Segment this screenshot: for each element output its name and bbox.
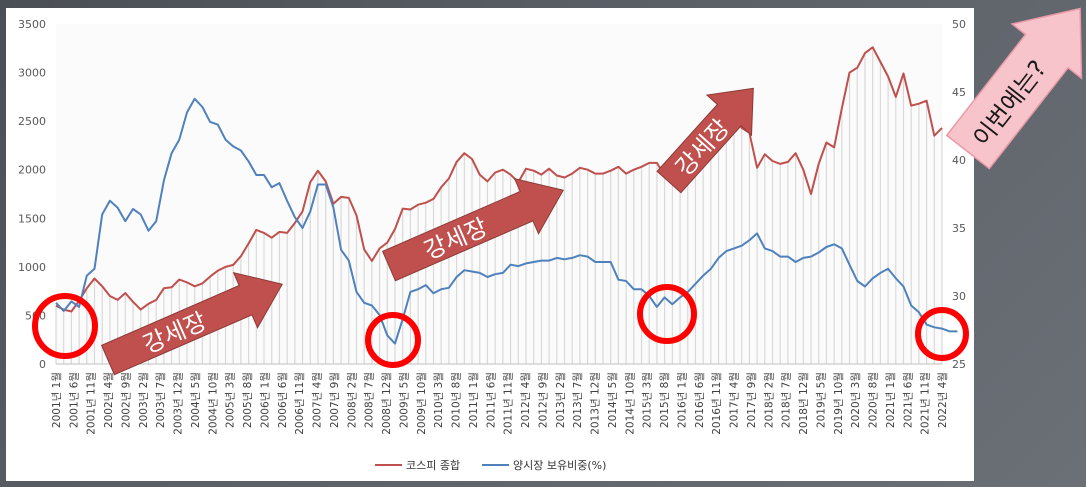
legend-label-foreign: 양시장 보유비중(%) (513, 459, 606, 472)
x-tick-label: 2019년 5월 (815, 372, 827, 428)
highlight-circle-2001 (32, 293, 98, 359)
x-tick-label: 2021년 11월 (920, 372, 932, 435)
bull-arrow-1-shape (100, 271, 284, 376)
x-tick-label: 2003년 7월 (155, 372, 167, 428)
bull-arrow-2-shape (381, 177, 565, 282)
right-tick-label: 25 (952, 358, 966, 371)
legend-label-kospi: 코스피 종합 (406, 459, 460, 472)
x-tick-label: 2011년 11월 (503, 372, 515, 435)
x-tick-label: 2011년 1월 (468, 372, 480, 428)
x-tick-label: 2018년 2월 (763, 372, 775, 428)
x-tick-label: 2013년 12월 (590, 372, 602, 435)
x-tick-label: 2002년 9월 (120, 372, 132, 428)
x-tick-label: 2010년 3월 (433, 372, 445, 428)
highlight-circle-2009 (365, 312, 421, 368)
series-lines (55, 46, 958, 345)
x-tick-label: 2005년 3월 (225, 372, 237, 428)
highlight-circle-2022 (915, 307, 969, 361)
x-tick-label: 2011년 6월 (485, 372, 497, 428)
x-tick-label: 2015년 8월 (659, 372, 671, 428)
x-tick-label: 2007년 4월 (312, 372, 324, 428)
x-tick-label: 2004년 10월 (207, 372, 219, 435)
x-tick-label: 2001년 6월 (68, 372, 80, 428)
legend: 코스피 종합 양시장 보유비중(%) (375, 459, 606, 472)
x-tick-label: 2022년 4월 (937, 372, 949, 428)
x-tick-label: 2006년 6월 (277, 372, 289, 428)
right-tick-label: 45 (952, 86, 966, 99)
x-tick-label: 2005년 8월 (242, 372, 254, 428)
x-tick-label: 2007년 9월 (329, 372, 341, 428)
left-tick-label: 0 (39, 358, 46, 371)
x-tick-label: 2003년 12월 (173, 372, 185, 435)
x-tick-label: 2008년 7월 (364, 372, 376, 428)
x-tick-label: 2008년 12월 (381, 372, 393, 435)
x-tick-label: 2017년 9월 (746, 372, 758, 428)
x-tick-label: 2008년 2월 (346, 372, 358, 428)
x-tick-label: 2006년 11월 (294, 372, 306, 435)
right-tick-label: 40 (952, 154, 966, 167)
x-tick-label: 2016년 6월 (694, 372, 706, 428)
x-tick-label: 2014년 5월 (607, 372, 619, 428)
x-tick-label: 2012년 9월 (537, 372, 549, 428)
x-tick-label: 2021년 6월 (902, 372, 914, 428)
highlight-circles (32, 284, 969, 368)
x-tick-label: 2009년 5월 (398, 372, 410, 428)
x-tick-label: 2020년 3월 (850, 372, 862, 428)
x-tick-label: 2018년 7월 (781, 372, 793, 428)
x-tick-label: 2014년 10월 (624, 372, 636, 435)
x-tick-label: 2018년 12월 (798, 372, 810, 435)
x-tick-label: 2020년 8월 (868, 372, 880, 428)
left-tick-label: 2500 (18, 115, 46, 128)
x-tick-label: 2015년 3월 (642, 372, 654, 428)
x-tick-label: 2013년 7월 (572, 372, 584, 428)
question-arrow-label: 이번에는? (968, 55, 1052, 152)
bull-arrow-3-shape (656, 87, 754, 194)
kospi-line (55, 46, 943, 313)
x-tick-label: 2016년 11월 (711, 372, 723, 435)
left-tick-label: 1500 (18, 212, 46, 225)
left-tick-label: 3500 (18, 18, 46, 31)
x-tick-label: 2009년 10월 (416, 372, 428, 435)
x-tick-label: 2001년 11월 (86, 372, 98, 435)
left-tick-label: 2000 (18, 164, 46, 177)
highlight-circle-2016 (637, 284, 697, 344)
x-tick-label: 2001년 1월 (51, 372, 63, 428)
foreign-ownership-line (55, 97, 958, 345)
x-tick-label: 2017년 4월 (729, 372, 741, 428)
x-tick-label: 2010년 8월 (451, 372, 463, 428)
x-tick-label: 2003년 2월 (138, 372, 150, 428)
right-tick-label: 30 (952, 290, 966, 303)
right-tick-label: 35 (952, 222, 966, 235)
x-tick-label: 2004년 5월 (190, 372, 202, 428)
x-tick-label: 2006년 1월 (259, 372, 271, 428)
x-tick-label: 2016년 1월 (676, 372, 688, 428)
chart-card: 0 500 1000 1500 2000 2500 3000 3500 25 30 35 40 45 5… (6, 8, 974, 481)
x-tick-label: 2002년 4월 (103, 372, 115, 428)
bar-layer (55, 47, 943, 364)
x-tick-label: 2019년 10월 (833, 372, 845, 435)
right-tick-label: 50 (952, 18, 966, 31)
x-tick-label: 2013년 2월 (555, 372, 567, 428)
left-tick-label: 3000 (18, 67, 46, 80)
x-axis: 2001년 1월 2001년 6월 2001년 11월 2002년 4월 2002년 9… (51, 363, 949, 435)
x-tick-label: 2012년 4월 (520, 372, 532, 428)
x-tick-label: 2021년 1월 (885, 372, 897, 428)
left-tick-label: 1000 (18, 261, 46, 274)
